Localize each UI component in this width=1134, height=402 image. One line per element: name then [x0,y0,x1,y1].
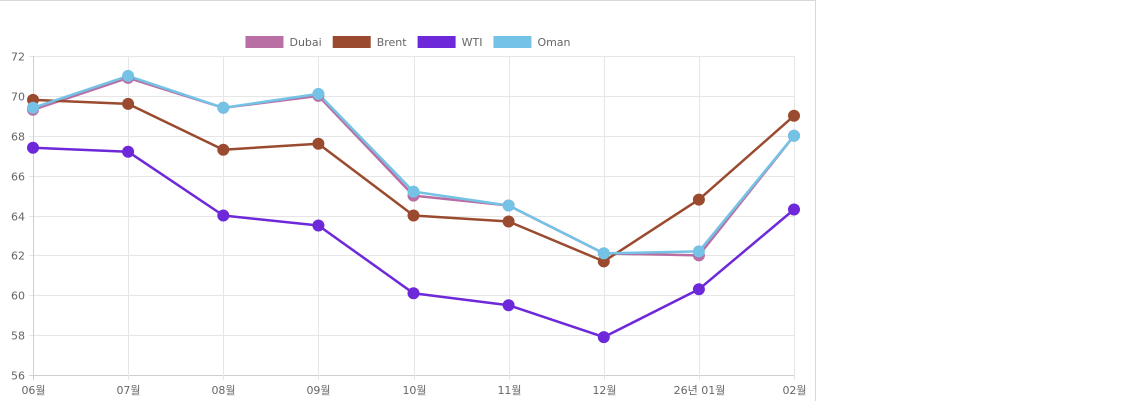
data-point-brent[interactable] [502,215,515,228]
axis-layer: 56 58 60 62 64 66 68 70 72 06월 07월 08월 09월 10월 11월 12월 2… [11,51,807,398]
y-tick-label: 60 [11,290,25,303]
y-tick-label: 64 [11,211,25,224]
legend-item-wti[interactable]: WTI [417,36,483,49]
data-point-brent[interactable] [407,209,420,222]
y-tick-label: 66 [11,171,25,184]
data-point-wti[interactable] [122,145,135,158]
y-tick-label: 56 [11,370,25,383]
data-point-oman[interactable] [122,69,135,82]
data-point-wti[interactable] [692,283,705,296]
data-point-wti[interactable] [217,209,230,222]
data-point-wti[interactable] [27,141,39,154]
data-point-oman[interactable] [597,247,610,260]
series-line-brent [32,98,795,263]
data-point-oman[interactable] [692,245,705,258]
series-points [27,69,800,344]
chart-panel [0,0,816,401]
x-tick-label: 07월 [116,384,140,397]
data-point-wti[interactable] [788,203,800,216]
y-tick-label: 62 [11,250,25,263]
legend-swatch [332,36,371,48]
y-tick-label: 68 [11,131,25,144]
legend-item-oman[interactable]: Oman [493,36,571,49]
data-point-wti[interactable] [502,299,515,312]
x-tick-label: 11월 [497,384,521,397]
legend-label: WTI [462,36,483,49]
data-point-oman[interactable] [217,101,230,114]
legend[interactable]: Dubai Brent WTI Oman [245,36,571,49]
data-point-brent[interactable] [312,137,325,150]
series-line-dubai [32,76,795,257]
data-point-brent[interactable] [217,143,230,156]
y-tick-label: 58 [11,330,25,343]
x-tick-label: 02월 [782,384,806,397]
x-tick-label: 06월 [21,384,45,397]
data-point-oman[interactable] [312,87,325,100]
data-point-wti[interactable] [597,331,610,344]
data-point-oman[interactable] [407,185,420,198]
y-tick-label: 72 [11,51,25,64]
data-point-brent[interactable] [788,109,800,122]
data-point-oman[interactable] [788,129,800,142]
legend-label: Brent [377,36,408,49]
grid-layer [29,56,795,380]
legend-item-brent[interactable]: Brent [332,36,408,49]
legend-swatch [245,36,284,48]
x-tick-label: 26년 01월 [674,384,726,397]
data-point-oman[interactable] [27,101,39,114]
x-tick-label: 09월 [306,384,330,397]
data-point-brent[interactable] [122,97,135,110]
legend-swatch [493,36,532,48]
legend-label: Dubai [289,36,321,49]
x-tick-label: 08월 [211,384,235,397]
legend-item-dubai[interactable]: Dubai [245,36,322,49]
data-point-oman[interactable] [502,199,515,212]
data-point-brent[interactable] [692,193,705,206]
x-tick-label: 12월 [592,384,616,397]
x-tick-label: 10월 [402,384,426,397]
legend-label: Oman [537,36,570,49]
legend-swatch [417,36,456,48]
data-point-wti[interactable] [407,287,420,300]
y-tick-label: 70 [11,91,25,104]
data-point-wti[interactable] [312,219,325,232]
